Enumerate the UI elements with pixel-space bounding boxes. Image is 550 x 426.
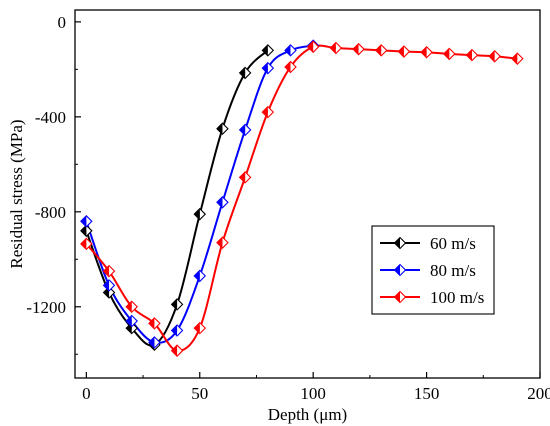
data-point	[125, 300, 138, 314]
y-axis-title: Residual stress (MPa)	[7, 119, 26, 268]
data-point	[216, 196, 229, 209]
data-point	[329, 41, 343, 55]
legend-item: 60 m/s	[380, 234, 476, 253]
legend-label: 60 m/s	[430, 234, 476, 253]
data-point	[125, 314, 138, 328]
data-point	[238, 171, 252, 184]
data-point	[488, 50, 501, 63]
data-point	[306, 40, 320, 54]
x-tick-label: 50	[191, 384, 208, 403]
data-point	[170, 298, 184, 311]
data-point	[352, 42, 365, 56]
legend-marker	[393, 290, 407, 304]
y-axis-ticks: 0 -400 -800 -1200	[26, 13, 81, 355]
data-point	[148, 317, 161, 330]
series-markers	[80, 39, 524, 357]
data-point	[102, 264, 116, 278]
data-point	[261, 105, 275, 119]
x-tick-label: 150	[414, 384, 440, 403]
data-point	[420, 45, 433, 59]
legend-label: 100 m/s	[430, 288, 484, 307]
y-tick-label: -1200	[26, 298, 66, 317]
data-point	[284, 60, 297, 74]
y-tick-label: -800	[35, 203, 66, 222]
data-point	[284, 44, 297, 57]
data-point	[170, 344, 184, 357]
data-point	[80, 237, 93, 251]
legend-item: 100 m/s	[380, 288, 484, 307]
x-tick-label: 0	[82, 384, 91, 403]
data-point	[261, 44, 275, 57]
data-point	[216, 236, 229, 249]
legend-marker	[393, 263, 407, 277]
series-line	[85, 44, 314, 344]
data-point	[465, 48, 479, 62]
data-point	[80, 215, 93, 228]
data-point	[193, 269, 207, 283]
data-point	[442, 47, 456, 61]
data-point	[261, 61, 275, 75]
x-axis-ticks: 0 50 100 150 200	[82, 372, 550, 403]
legend-marker	[393, 236, 407, 250]
legend: 60 m/s 80 m/s 100 m/s	[371, 225, 495, 315]
y-tick-label: -400	[35, 108, 66, 127]
data-point	[102, 279, 116, 292]
data-point	[238, 66, 252, 80]
data-point	[374, 44, 388, 57]
data-point	[80, 224, 93, 238]
data-point	[170, 324, 184, 337]
legend-label: 80 m/s	[430, 261, 476, 280]
x-axis-title: Depth (μm)	[268, 405, 347, 424]
data-point	[148, 336, 161, 349]
data-point	[216, 122, 229, 135]
data-point	[238, 123, 252, 137]
legend-item: 80 m/s	[380, 261, 476, 280]
data-point	[397, 45, 411, 58]
y-tick-label: 0	[58, 13, 67, 32]
data-point	[193, 207, 207, 221]
data-point	[193, 321, 207, 335]
plot-frame	[74, 9, 541, 379]
x-tick-label: 100	[300, 384, 326, 403]
data-point	[511, 52, 524, 65]
x-tick-label: 200	[527, 384, 550, 403]
